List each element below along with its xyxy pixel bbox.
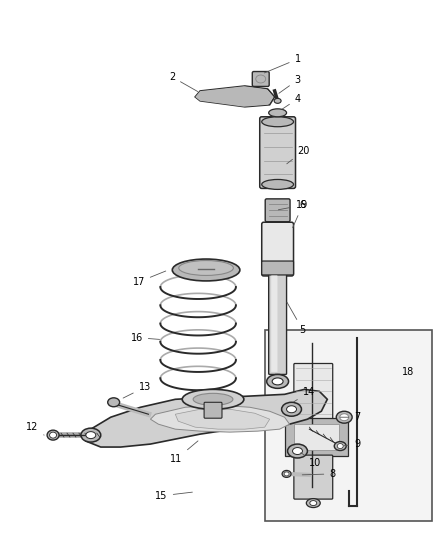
Polygon shape (175, 409, 270, 429)
FancyBboxPatch shape (265, 199, 290, 222)
Polygon shape (195, 86, 275, 107)
Text: 18: 18 (402, 367, 414, 377)
Text: 9: 9 (344, 439, 360, 449)
Ellipse shape (288, 444, 307, 458)
Ellipse shape (81, 428, 101, 442)
FancyBboxPatch shape (271, 276, 277, 372)
Ellipse shape (172, 259, 240, 281)
Ellipse shape (179, 261, 233, 276)
Ellipse shape (274, 99, 281, 103)
Text: 13: 13 (123, 382, 151, 398)
FancyBboxPatch shape (268, 273, 286, 375)
FancyBboxPatch shape (294, 364, 333, 419)
Bar (265, 330, 432, 521)
Text: 20: 20 (287, 146, 310, 164)
Text: 16: 16 (131, 333, 159, 343)
Text: 4: 4 (282, 94, 300, 109)
Ellipse shape (336, 411, 352, 423)
Ellipse shape (284, 472, 289, 476)
Ellipse shape (337, 443, 343, 449)
Ellipse shape (334, 441, 346, 450)
Text: 5: 5 (287, 302, 306, 335)
Text: 15: 15 (155, 491, 192, 501)
Bar (294, 424, 339, 450)
Ellipse shape (268, 109, 286, 117)
Ellipse shape (49, 432, 57, 438)
Ellipse shape (282, 402, 301, 416)
Ellipse shape (262, 117, 293, 127)
Text: 7: 7 (340, 412, 360, 422)
Ellipse shape (272, 378, 283, 385)
FancyBboxPatch shape (252, 71, 269, 86)
Text: 6: 6 (293, 200, 306, 228)
Ellipse shape (86, 432, 96, 439)
Polygon shape (83, 389, 327, 447)
FancyBboxPatch shape (260, 117, 296, 188)
Ellipse shape (340, 414, 349, 421)
Ellipse shape (108, 398, 120, 407)
Text: 14: 14 (294, 387, 315, 402)
Ellipse shape (182, 389, 244, 409)
Text: 19: 19 (279, 200, 308, 211)
Ellipse shape (267, 375, 289, 389)
FancyBboxPatch shape (294, 455, 333, 499)
Ellipse shape (293, 448, 303, 455)
Polygon shape (150, 405, 290, 432)
Ellipse shape (193, 393, 233, 405)
FancyBboxPatch shape (262, 261, 293, 275)
Bar (285, 418, 349, 456)
Text: 12: 12 (26, 422, 44, 435)
Text: 1: 1 (264, 54, 300, 73)
Ellipse shape (47, 430, 59, 440)
Ellipse shape (282, 471, 291, 478)
Text: 10: 10 (301, 453, 321, 468)
Ellipse shape (286, 406, 297, 413)
Text: 8: 8 (302, 469, 336, 479)
Text: 17: 17 (133, 271, 166, 287)
Polygon shape (195, 86, 273, 107)
FancyBboxPatch shape (204, 402, 222, 418)
Ellipse shape (310, 500, 317, 506)
Ellipse shape (262, 180, 293, 189)
Ellipse shape (306, 498, 320, 507)
Text: 3: 3 (279, 75, 300, 93)
Text: 2: 2 (169, 72, 198, 92)
FancyBboxPatch shape (262, 222, 293, 276)
Text: 11: 11 (170, 441, 198, 464)
